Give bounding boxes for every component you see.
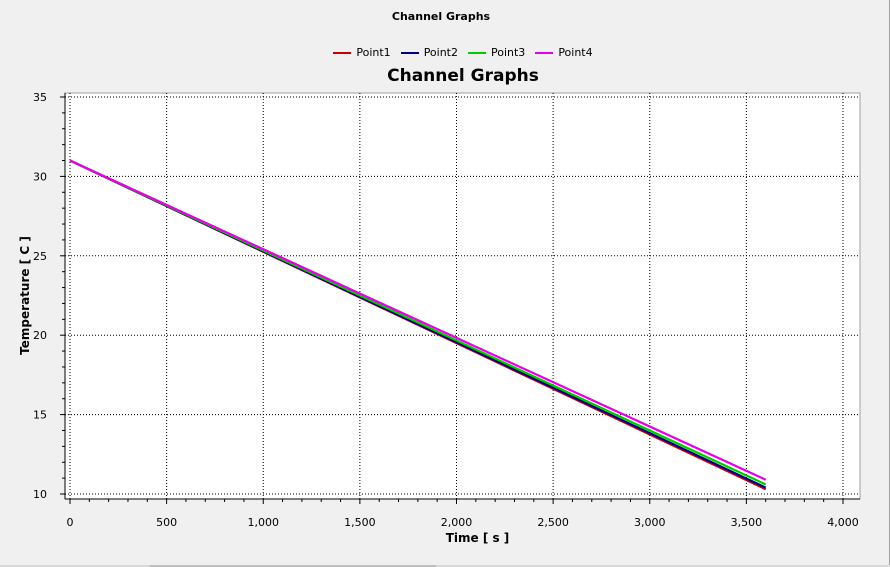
y-tick-label: 10	[33, 488, 47, 501]
chart-title: Channel Graphs	[387, 66, 539, 86]
x-tick-label: 2,000	[441, 516, 473, 529]
x-tick-label: 0	[67, 516, 74, 529]
x-tick-label: 500	[156, 516, 177, 529]
legend-swatch-point2	[400, 51, 419, 54]
x-tick-label: 2,500	[537, 516, 569, 529]
y-axis-label: Temperature [ C ]	[18, 236, 32, 355]
y-tick-label: 30	[33, 170, 47, 183]
window-title: Channel Graphs	[391, 10, 491, 23]
y-tick-label: 35	[33, 91, 47, 104]
legend-label-point2: Point2	[423, 46, 458, 59]
y-tick-label: 20	[33, 329, 47, 342]
bottom-segment	[240, 565, 436, 567]
window-bottom-border	[0, 565, 890, 567]
legend-swatch-point3	[468, 51, 486, 54]
legend-label-point3: Point3	[491, 46, 526, 59]
legend-label-point1: Point1	[356, 46, 391, 59]
x-tick-label: 1,500	[344, 516, 376, 529]
y-tick-label: 25	[33, 250, 47, 263]
legend-item-point1[interactable]: Point1	[333, 46, 391, 59]
x-tick-label: 1,000	[248, 516, 280, 529]
x-axis-label: Time [ s ]	[446, 531, 510, 545]
x-tick-label: 4,000	[827, 516, 859, 529]
x-tick-label: 3,000	[634, 516, 666, 529]
legend-item-point4[interactable]: Point4	[535, 46, 593, 59]
legend-item-point2[interactable]: Point2	[400, 46, 458, 59]
bottom-segment	[150, 565, 240, 567]
legend-swatch-point1	[333, 51, 352, 54]
x-tick-label: 3,500	[731, 516, 763, 529]
legend-swatch-point4	[535, 51, 554, 54]
legend-label-point4: Point4	[558, 46, 593, 59]
legend-item-point3[interactable]: Point3	[468, 46, 525, 59]
y-tick-label: 15	[33, 409, 47, 422]
legend: Point1 Point2 Point3 Point4	[0, 46, 890, 59]
plot-background	[64, 92, 861, 500]
series-line-point4	[69, 159, 767, 481]
